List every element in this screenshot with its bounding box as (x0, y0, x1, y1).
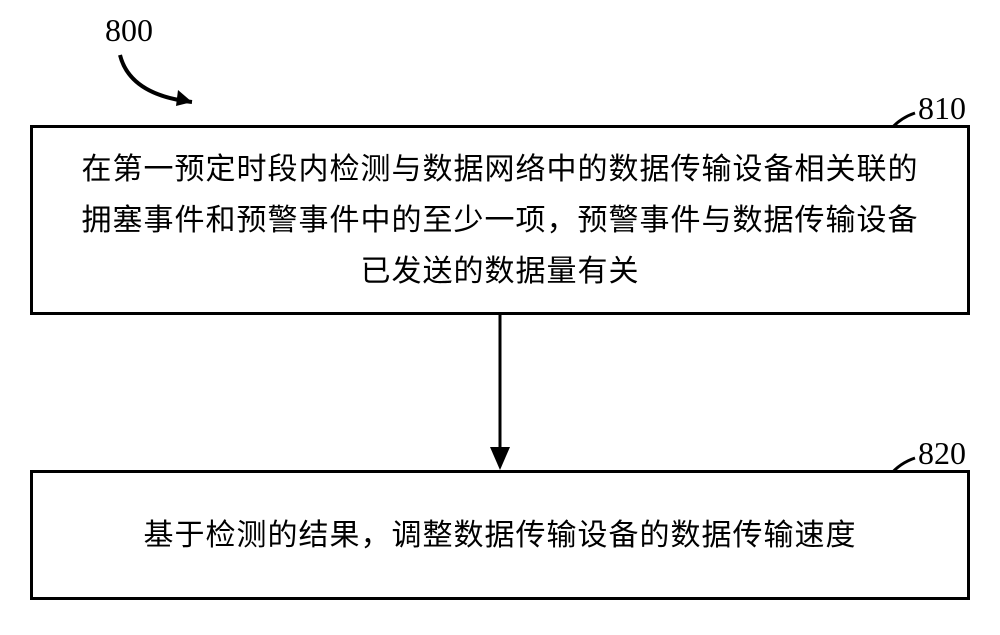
box-820-text: 基于检测的结果，调整数据传输设备的数据传输速度 (144, 510, 857, 561)
flowchart-box-810: 在第一预定时段内检测与数据网络中的数据传输设备相关联的拥塞事件和预警事件中的至少… (30, 125, 970, 315)
flowchart-box-820: 基于检测的结果，调整数据传输设备的数据传输速度 (30, 470, 970, 600)
arrow-810-to-820 (480, 315, 520, 475)
figure-pointer-arrow (100, 40, 240, 120)
box-810-text: 在第一预定时段内检测与数据网络中的数据传输设备相关联的拥塞事件和预警事件中的至少… (73, 144, 927, 297)
